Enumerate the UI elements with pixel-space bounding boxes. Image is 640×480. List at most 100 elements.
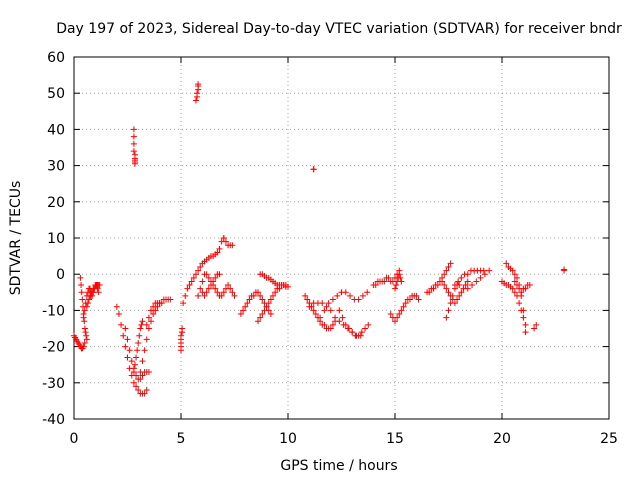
data-point (227, 285, 234, 292)
data-point (511, 289, 518, 296)
data-point (456, 292, 463, 299)
data-point (520, 314, 527, 321)
data-point (190, 274, 197, 281)
data-point (115, 311, 122, 318)
data-point (212, 285, 219, 292)
data-point (336, 307, 343, 314)
data-point (225, 282, 232, 289)
y-tick-label: -20 (42, 340, 65, 356)
data-point (329, 321, 336, 328)
data-point (304, 296, 311, 303)
data-point (137, 325, 144, 332)
data-point (385, 274, 392, 281)
data-point (342, 321, 349, 328)
data-point (145, 368, 152, 375)
data-point (130, 368, 137, 375)
data-point (306, 303, 313, 310)
data-point (182, 292, 189, 299)
data-point (339, 314, 346, 321)
data-point (186, 282, 193, 289)
data-point (130, 126, 137, 133)
data-point (201, 292, 208, 299)
data-point (96, 282, 103, 289)
data-point (396, 271, 403, 278)
data-point (372, 282, 379, 289)
data-point (150, 311, 157, 318)
data-point (443, 314, 450, 321)
grid-lines (74, 57, 609, 419)
data-point (137, 368, 144, 375)
data-point (137, 376, 144, 383)
data-point (80, 314, 87, 321)
data-point (480, 267, 487, 274)
data-point (139, 358, 146, 365)
data-point (364, 289, 371, 296)
data-point (263, 303, 270, 310)
data-point (124, 354, 131, 361)
data-point (441, 282, 448, 289)
data-point (400, 303, 407, 310)
data-point (513, 274, 520, 281)
data-point (246, 296, 253, 303)
data-point (145, 314, 152, 321)
data-point (84, 300, 91, 307)
data-point (310, 166, 317, 173)
chart-title: Day 197 of 2023, Sidereal Day-to-day VTE… (56, 21, 622, 37)
data-point (477, 274, 484, 281)
data-point (272, 289, 279, 296)
data-point (133, 383, 140, 390)
data-point (188, 278, 195, 285)
data-point (83, 303, 90, 310)
data-point (130, 133, 137, 140)
data-point (81, 318, 88, 325)
data-point (135, 387, 142, 394)
data-point (122, 325, 129, 332)
data-point (128, 358, 135, 365)
y-tick-label: 20 (47, 195, 65, 211)
data-point (317, 314, 324, 321)
data-point (91, 285, 98, 292)
data-point (334, 292, 341, 299)
data-point (179, 325, 186, 332)
data-point (441, 271, 448, 278)
data-point (321, 307, 328, 314)
data-point (194, 90, 201, 97)
data-point (392, 285, 398, 292)
data-point (148, 307, 155, 314)
data-point (511, 271, 518, 278)
data-point (516, 300, 523, 307)
x-tick-label: 20 (493, 431, 511, 447)
data-point (237, 311, 244, 318)
data-point (120, 332, 127, 339)
data-point (143, 321, 150, 328)
data-point (203, 289, 210, 296)
data-point (464, 278, 471, 285)
data-point (214, 249, 221, 256)
data-point (255, 318, 262, 325)
data-point (327, 325, 334, 332)
data-point (197, 285, 204, 292)
data-point (445, 289, 452, 296)
data-point (365, 321, 372, 328)
data-point (113, 303, 120, 310)
data-point (259, 311, 266, 318)
x-tick-label: 25 (600, 431, 618, 447)
data-point (134, 347, 141, 354)
data-point (445, 263, 452, 270)
data-point (270, 292, 277, 299)
data-point (393, 282, 400, 289)
data-point (255, 289, 262, 296)
data-point (511, 278, 518, 285)
data-point (207, 282, 214, 289)
data-point (415, 296, 422, 303)
plot-frame (73, 56, 610, 420)
data-point (130, 140, 137, 147)
data-point (522, 285, 529, 292)
data-point (561, 266, 568, 273)
x-tick-label: 5 (177, 431, 186, 447)
data-point (355, 332, 362, 339)
data-point (184, 285, 191, 292)
data-point (509, 285, 516, 292)
data-point (257, 292, 264, 299)
data-point (406, 296, 413, 303)
